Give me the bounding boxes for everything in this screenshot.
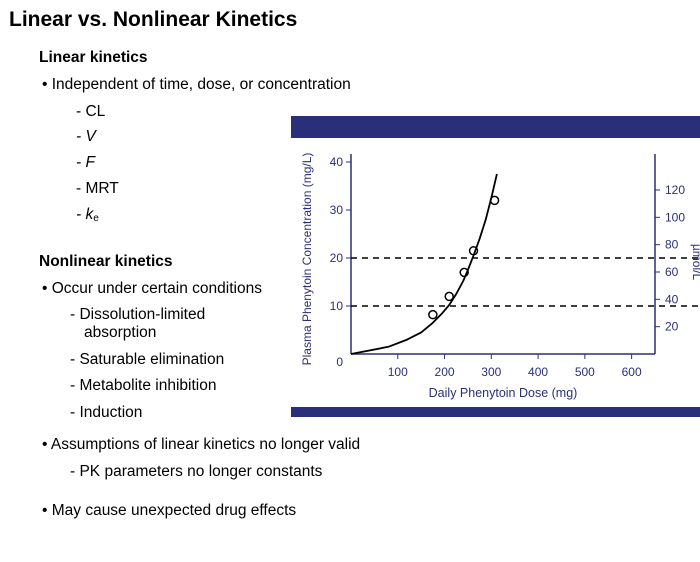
data-point	[489, 195, 500, 206]
data-point	[444, 291, 454, 302]
linear-item-v: - V	[76, 128, 96, 145]
y-tick-label: 10	[330, 299, 344, 313]
y2-tick-label: 120	[665, 183, 685, 197]
linear-item-cl: - CL	[76, 103, 106, 120]
y2-tick-label: 20	[665, 320, 679, 334]
y-tick-label: 30	[330, 203, 344, 217]
data-point	[428, 309, 438, 320]
data-point	[468, 246, 479, 256]
effects-bullet: • May cause unexpected drug effects	[42, 502, 297, 519]
chart-bottom-band	[291, 407, 700, 417]
nonlinear-item-absorption: absorption	[84, 324, 157, 341]
linear-heading: Linear kinetics	[39, 49, 148, 66]
y-tick-label: 20	[330, 251, 344, 265]
x-tick-label: 300	[481, 365, 501, 379]
chart-top-band	[291, 116, 700, 138]
y2-tick-label: 80	[665, 238, 679, 252]
x-tick-label: 100	[388, 365, 408, 379]
x-tick-label: 500	[575, 365, 595, 379]
slide-title: Linear vs. Nonlinear Kinetics	[9, 8, 298, 31]
y-tick-label: 0	[336, 355, 343, 369]
linear-item-f: - F	[76, 154, 95, 171]
concentration-curve	[350, 173, 498, 355]
y2-tick-label: 60	[665, 265, 679, 279]
assumptions-sub: - PK parameters no longer constants	[70, 463, 323, 480]
y2-axis-title: µmol/L	[690, 244, 700, 281]
nonlinear-heading: Nonlinear kinetics	[39, 253, 173, 270]
y2-tick-label: 40	[665, 292, 679, 306]
x-tick-label: 600	[622, 365, 642, 379]
linear-item-ke-label: - k	[76, 206, 94, 223]
linear-item-mrt: - MRT	[76, 180, 119, 197]
nonlinear-bullet: • Occur under certain conditions	[42, 280, 262, 297]
nonlinear-item-saturable: - Saturable elimination	[70, 351, 225, 368]
linear-bullet: • Independent of time, dose, or concentr…	[42, 76, 351, 93]
linear-item-ke: - ke	[76, 206, 99, 224]
nonlinear-item-induction: - Induction	[70, 404, 143, 421]
y-axis-title: Plasma Phenytoin Concentration (mg/L)	[300, 153, 314, 366]
x-axis-title: Daily Phenytoin Dose (mg)	[429, 386, 578, 400]
y2-tick-label: 100	[665, 210, 685, 224]
nonlinear-item-metabolite: - Metabolite inhibition	[70, 377, 217, 394]
data-point	[459, 267, 469, 278]
x-tick-label: 200	[435, 365, 455, 379]
ke-subscript: e	[93, 213, 99, 224]
nonlinear-item-dissolution: - Dissolution-limited	[70, 306, 206, 323]
assumptions-bullet: • Assumptions of linear kinetics no long…	[42, 436, 361, 453]
x-tick-label: 400	[528, 365, 548, 379]
y-tick-label: 40	[330, 155, 344, 169]
